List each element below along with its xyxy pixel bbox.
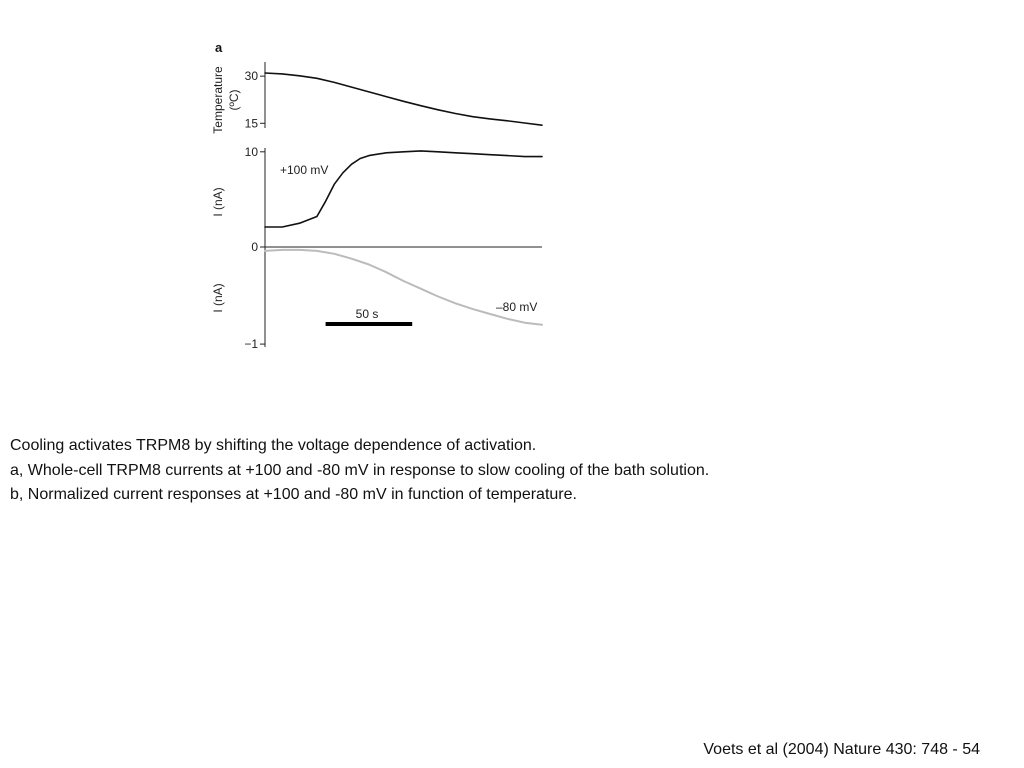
current-negative-ticks: −1 xyxy=(244,337,265,351)
current-positive-ticks: 10 0 xyxy=(245,145,265,254)
current-positive-trace xyxy=(264,150,543,228)
temperature-panel: Temperature (ºC) 30 15 xyxy=(211,62,543,134)
y-tick-label-temperature-15: 15 xyxy=(245,116,259,130)
scale-bar-label: 50 s xyxy=(356,307,379,321)
caption-line-a: a, Whole-cell TRPM8 currents at +100 and… xyxy=(10,461,710,479)
current-negative-ylabel: I (nA) xyxy=(211,283,225,312)
current-negative-panel: I (nA) −1 –80 mV xyxy=(211,248,543,351)
y-tick-label-current-positive-10: 10 xyxy=(245,145,259,159)
current-positive-panel: I (nA) 10 0 +100 mV xyxy=(211,145,543,347)
figure-caption: Cooling activates TRPM8 by shifting the … xyxy=(10,434,1010,508)
trace-label-negative: –80 mV xyxy=(496,300,537,314)
citation: Voets et al (2004) Nature 430: 748 - 54 xyxy=(703,741,980,758)
trace-label-positive: +100 mV xyxy=(280,163,328,177)
temperature-ylabel-line-2: (ºC) xyxy=(227,89,241,110)
y-tick-label-current-positive-0: 0 xyxy=(251,240,258,254)
temperature-ticks: 30 15 xyxy=(245,69,265,130)
y-tick-label-current-negative--1: −1 xyxy=(244,337,258,351)
temperature-ylabel-line-1: Temperature xyxy=(211,66,225,134)
panel-letter: a xyxy=(215,40,223,55)
y-tick-label-temperature-30: 30 xyxy=(245,69,259,83)
caption-title: Cooling activates TRPM8 by shifting the … xyxy=(10,437,537,454)
scale-bar: 50 s xyxy=(325,307,413,326)
current-positive-ylabel: I (nA) xyxy=(211,187,225,216)
temperature-trace xyxy=(264,72,543,126)
caption-line-b: b, Normalized current responses at +100 … xyxy=(10,486,577,503)
current-negative-trace xyxy=(264,248,543,326)
